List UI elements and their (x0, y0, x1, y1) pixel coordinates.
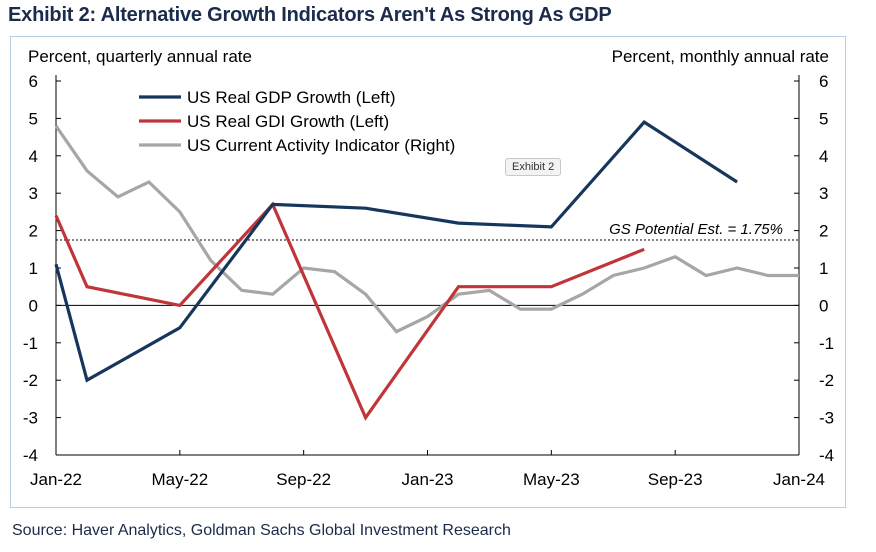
x-tick-label: May-22 (151, 470, 208, 489)
left-y-tick-label: 1 (29, 259, 38, 278)
left-axis-label: Percent, quarterly annual rate (28, 47, 252, 66)
left-y-tick-label: 2 (29, 222, 38, 241)
line-chart: Percent, quarterly annual rate Percent, m… (23, 47, 834, 489)
x-tick-label: Jan-24 (773, 470, 825, 489)
tooltip: Exhibit 2 (505, 158, 562, 176)
right-y-tick-label: 1 (819, 259, 828, 278)
right-y-tick-label: 0 (819, 296, 828, 315)
chart-title: Exhibit 2: Alternative Growth Indicators… (8, 4, 612, 26)
x-tick-label: May-23 (523, 470, 580, 489)
right-y-tick-label: 2 (819, 222, 828, 241)
left-y-tick-label: -3 (23, 409, 38, 428)
right-y-tick-label: -3 (819, 409, 834, 428)
right-y-tick-label: 4 (819, 147, 828, 166)
legend-label: US Real GDP Growth (Left) (187, 88, 395, 107)
legend-label: US Current Activity Indicator (Right) (187, 136, 455, 155)
right-y-tick-label: 5 (819, 109, 828, 128)
left-y-tick-label: 5 (29, 109, 38, 128)
x-tick-label: Sep-22 (276, 470, 331, 489)
right-axis-label: Percent, monthly annual rate (612, 47, 829, 66)
left-y-tick-label: 0 (29, 296, 38, 315)
axes: Percent, quarterly annual rate Percent, m… (23, 47, 834, 489)
series-line-0 (54, 120, 738, 383)
x-tick-label: Jan-22 (30, 470, 82, 489)
x-tick-label: Sep-23 (648, 470, 703, 489)
right-y-tick-label: 3 (819, 184, 828, 203)
source-note: Source: Haver Analytics, Goldman Sachs G… (12, 522, 511, 539)
series-lines (54, 120, 800, 421)
legend-label: US Real GDI Growth (Left) (187, 112, 389, 131)
right-y-tick-label: -4 (819, 446, 834, 465)
left-y-tick-label: -2 (23, 371, 38, 390)
series-line-1 (54, 201, 645, 421)
right-y-tick-label: 6 (819, 72, 828, 91)
right-y-tick-label: -1 (819, 334, 834, 353)
left-y-tick-label: 3 (29, 184, 38, 203)
x-tick-label: Jan-23 (402, 470, 454, 489)
left-y-tick-label: 4 (29, 147, 38, 166)
potential-growth-label: GS Potential Est. = 1.75% (609, 221, 783, 238)
left-y-tick-label: 6 (29, 72, 38, 91)
left-y-tick-label: -4 (23, 446, 38, 465)
chart-frame: Percent, quarterly annual rate Percent, m… (10, 36, 846, 508)
legend: US Real GDP Growth (Left) US Real GDI Gro… (139, 88, 455, 155)
right-y-tick-label: -2 (819, 371, 834, 390)
left-y-tick-label: -1 (23, 334, 38, 353)
